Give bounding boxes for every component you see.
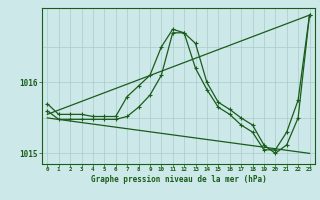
X-axis label: Graphe pression niveau de la mer (hPa): Graphe pression niveau de la mer (hPa) [91, 175, 266, 184]
